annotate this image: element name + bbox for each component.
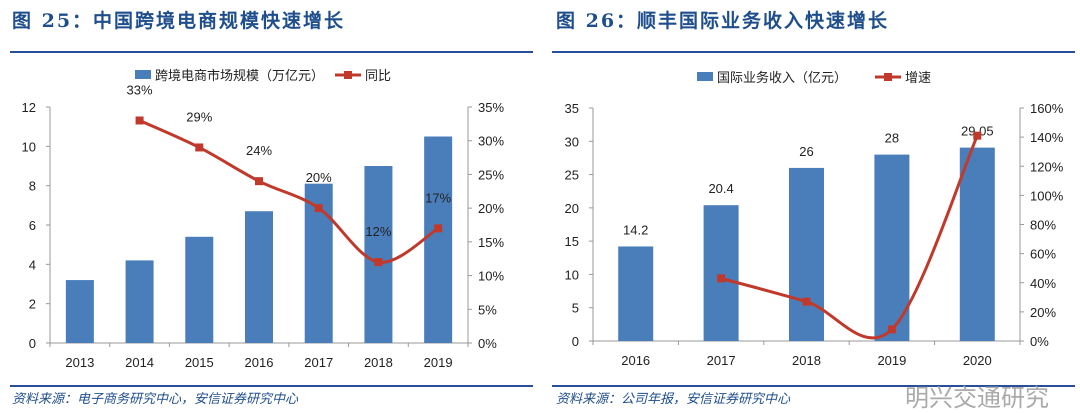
y2-tick-label: 10% [478, 269, 504, 284]
x-tick-label: 2014 [125, 355, 154, 370]
line-data-label: 33% [127, 82, 153, 97]
y-tick-label: 12 [22, 100, 36, 115]
bar [959, 147, 995, 341]
x-tick-label: 2015 [185, 355, 214, 370]
y2-tick-label: 35% [478, 100, 504, 115]
source-note-1: 资料来源：电子商务研究中心，安信证券研究中心 [12, 392, 299, 407]
y2-tick-label: 30% [478, 134, 504, 149]
line-data-label: 12% [365, 224, 391, 239]
y-tick-label: 35 [565, 101, 579, 116]
divider [552, 385, 1075, 387]
bar [618, 246, 654, 341]
legend-bar-swatch [135, 70, 151, 79]
x-tick-label: 2019 [424, 355, 453, 370]
legend-bar-label: 国际业务收入（亿元） [717, 70, 847, 85]
x-tick-label: 2020 [963, 353, 992, 368]
legend-line-label: 增速 [905, 70, 931, 85]
bar-data-label: 28 [885, 131, 899, 146]
x-tick-label: 2018 [792, 353, 821, 368]
bar-data-label: 14.2 [623, 222, 648, 237]
y-tick-label: 8 [29, 179, 36, 194]
y-tick-label: 0 [29, 336, 36, 351]
y2-tick-label: 140% [1030, 130, 1064, 145]
bar [245, 211, 273, 343]
line-data-label: 29% [186, 109, 212, 124]
source-note-2: 资料来源：公司年报，安信证券研究中心 [556, 392, 791, 407]
line-data-label: 24% [246, 143, 272, 158]
y2-tick-label: 20% [478, 201, 504, 216]
bar [703, 205, 739, 341]
y-tick-label: 30 [565, 134, 579, 149]
y-tick-label: 2 [29, 297, 36, 312]
y2-tick-label: 80% [1030, 218, 1056, 233]
y-tick-label: 25 [565, 168, 579, 183]
y-tick-label: 20 [565, 201, 579, 216]
y2-tick-label: 0% [478, 336, 497, 351]
line-marker [374, 258, 383, 267]
bar [364, 166, 393, 343]
y2-tick-label: 160% [1030, 101, 1064, 116]
x-tick-label: 2016 [245, 355, 274, 370]
x-tick-label: 2017 [707, 353, 736, 368]
bar [789, 167, 824, 341]
y2-tick-label: 15% [478, 235, 504, 250]
line-marker [434, 224, 443, 233]
growth-line [138, 119, 439, 264]
chart-title-1: 图 25：中国跨境电商规模快速增长 [12, 10, 346, 32]
bar [424, 136, 453, 343]
bar-data-label: 29.05 [961, 124, 994, 139]
x-tick-label: 2017 [304, 355, 333, 370]
y2-tick-label: 25% [478, 167, 504, 182]
y2-tick-label: 0% [1030, 334, 1049, 349]
line-marker [135, 116, 144, 125]
bar [874, 154, 910, 341]
line-marker [887, 325, 896, 334]
legend-line-marker [884, 73, 892, 81]
y-tick-label: 0 [572, 334, 579, 349]
y-tick-label: 10 [565, 267, 579, 282]
y-tick-label: 6 [29, 218, 36, 233]
y-tick-label: 5 [572, 301, 579, 316]
bar [65, 280, 94, 343]
growth-line [720, 135, 979, 340]
divider [552, 51, 1075, 53]
legend-bar-label: 跨境电商市场规模（万亿元） [155, 68, 324, 83]
y2-tick-label: 60% [1030, 247, 1056, 262]
line-marker [802, 297, 811, 306]
line-marker [717, 274, 726, 283]
x-tick-label: 2019 [877, 353, 906, 368]
line-marker [195, 143, 204, 152]
y-tick-label: 4 [29, 257, 36, 272]
x-tick-label: 2018 [364, 355, 393, 370]
chart-title-2: 图 26：顺丰国际业务收入快速增长 [556, 10, 890, 32]
watermark: 明兴交通研究 [905, 384, 1049, 412]
y2-tick-label: 5% [478, 302, 497, 317]
line-data-label: 17% [425, 190, 451, 205]
line-marker [973, 131, 982, 140]
legend-line-marker [344, 71, 352, 79]
legend-line-label: 同比 [365, 68, 391, 83]
bar-data-label: 20.4 [708, 181, 733, 196]
line-data-label: 20% [306, 170, 332, 185]
legend-bar-swatch [697, 72, 713, 81]
y2-tick-label: 120% [1030, 159, 1064, 174]
bar [125, 260, 154, 343]
y2-tick-label: 100% [1030, 188, 1064, 203]
line-marker [314, 204, 323, 213]
line-marker [255, 177, 263, 186]
x-tick-label: 2016 [621, 353, 650, 368]
divider [10, 385, 533, 387]
y2-tick-label: 40% [1030, 276, 1056, 291]
x-tick-label: 2013 [65, 355, 94, 370]
y2-tick-label: 20% [1030, 305, 1056, 320]
bar [185, 236, 214, 343]
bar-data-label: 26 [799, 144, 813, 159]
divider [10, 51, 533, 53]
y-tick-label: 15 [565, 234, 579, 249]
y-tick-label: 10 [22, 139, 36, 154]
